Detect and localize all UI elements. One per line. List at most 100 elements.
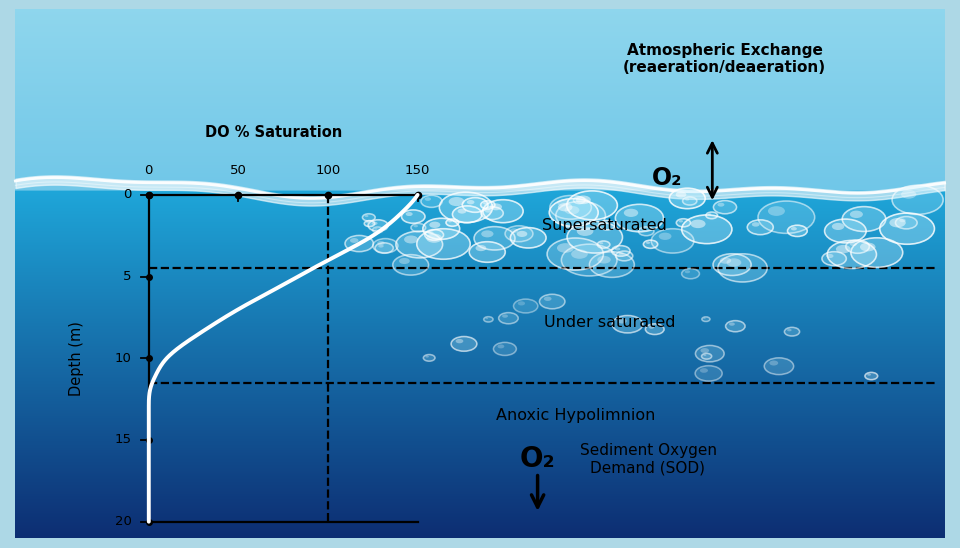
Circle shape <box>573 197 585 203</box>
Circle shape <box>424 197 431 201</box>
Circle shape <box>850 242 857 246</box>
Circle shape <box>682 269 700 279</box>
Circle shape <box>547 238 604 270</box>
Circle shape <box>879 213 934 244</box>
Circle shape <box>575 198 579 200</box>
Circle shape <box>713 201 736 214</box>
Circle shape <box>401 210 425 223</box>
Circle shape <box>510 229 518 233</box>
Circle shape <box>682 215 732 244</box>
Text: 5: 5 <box>123 270 132 283</box>
Circle shape <box>481 207 503 220</box>
Circle shape <box>764 358 794 375</box>
Circle shape <box>540 294 564 309</box>
Circle shape <box>889 218 905 227</box>
Circle shape <box>700 368 708 373</box>
Circle shape <box>516 231 527 237</box>
Circle shape <box>825 219 866 243</box>
Circle shape <box>378 244 384 248</box>
Circle shape <box>769 361 779 366</box>
Circle shape <box>822 252 847 266</box>
Circle shape <box>726 321 745 332</box>
Circle shape <box>892 185 943 214</box>
Circle shape <box>448 220 452 222</box>
Circle shape <box>557 243 574 253</box>
Text: 15: 15 <box>114 433 132 447</box>
Circle shape <box>446 219 459 226</box>
Circle shape <box>683 197 697 205</box>
Circle shape <box>695 366 722 381</box>
Circle shape <box>708 213 711 215</box>
Circle shape <box>544 296 552 301</box>
Circle shape <box>372 221 377 225</box>
Circle shape <box>425 356 429 358</box>
Circle shape <box>424 230 444 240</box>
Circle shape <box>717 203 725 207</box>
Circle shape <box>832 223 845 230</box>
Text: Supersaturated: Supersaturated <box>542 218 667 233</box>
Circle shape <box>429 221 441 228</box>
Circle shape <box>597 241 610 248</box>
Circle shape <box>423 355 435 361</box>
Circle shape <box>597 256 611 264</box>
Circle shape <box>497 345 504 349</box>
Text: Atmospheric Exchange
(reaeration/deaeration): Atmospheric Exchange (reaeration/deaerat… <box>623 43 827 75</box>
Circle shape <box>420 195 442 207</box>
Circle shape <box>375 243 394 253</box>
Circle shape <box>372 238 397 253</box>
Circle shape <box>615 251 633 261</box>
Circle shape <box>787 225 807 237</box>
Circle shape <box>452 206 482 222</box>
Circle shape <box>602 222 607 225</box>
Circle shape <box>404 236 419 243</box>
Circle shape <box>396 231 443 258</box>
Circle shape <box>448 197 465 206</box>
Circle shape <box>490 203 502 210</box>
Circle shape <box>850 210 863 218</box>
Circle shape <box>684 270 690 273</box>
Circle shape <box>599 242 603 244</box>
Circle shape <box>498 312 518 324</box>
Circle shape <box>645 324 664 334</box>
Circle shape <box>502 315 508 318</box>
Circle shape <box>701 348 709 353</box>
Circle shape <box>649 326 655 329</box>
Circle shape <box>428 231 434 235</box>
Circle shape <box>558 203 572 212</box>
Circle shape <box>676 219 690 227</box>
Circle shape <box>481 230 493 237</box>
Circle shape <box>651 229 694 253</box>
Circle shape <box>718 254 767 282</box>
Circle shape <box>704 318 706 319</box>
Circle shape <box>851 238 902 267</box>
Circle shape <box>865 373 877 380</box>
Circle shape <box>511 227 546 248</box>
Circle shape <box>556 201 606 230</box>
Circle shape <box>481 201 495 209</box>
Circle shape <box>366 221 370 224</box>
Circle shape <box>414 225 418 227</box>
Circle shape <box>451 336 477 351</box>
Circle shape <box>345 236 373 252</box>
Circle shape <box>467 200 474 204</box>
Text: 100: 100 <box>316 164 341 178</box>
Circle shape <box>458 209 467 214</box>
Text: 150: 150 <box>405 164 430 178</box>
Circle shape <box>615 204 663 232</box>
Circle shape <box>377 241 385 245</box>
Circle shape <box>350 238 358 243</box>
Text: Depth (m): Depth (m) <box>69 321 84 396</box>
Circle shape <box>867 374 871 376</box>
Circle shape <box>368 220 388 231</box>
Circle shape <box>517 301 525 305</box>
Text: O₂: O₂ <box>519 445 556 473</box>
Circle shape <box>363 214 375 221</box>
Circle shape <box>474 227 515 250</box>
Circle shape <box>440 192 492 222</box>
Circle shape <box>417 229 470 259</box>
Circle shape <box>702 353 711 359</box>
Circle shape <box>567 221 622 253</box>
Circle shape <box>576 196 590 204</box>
Circle shape <box>549 198 598 226</box>
Circle shape <box>643 240 658 248</box>
